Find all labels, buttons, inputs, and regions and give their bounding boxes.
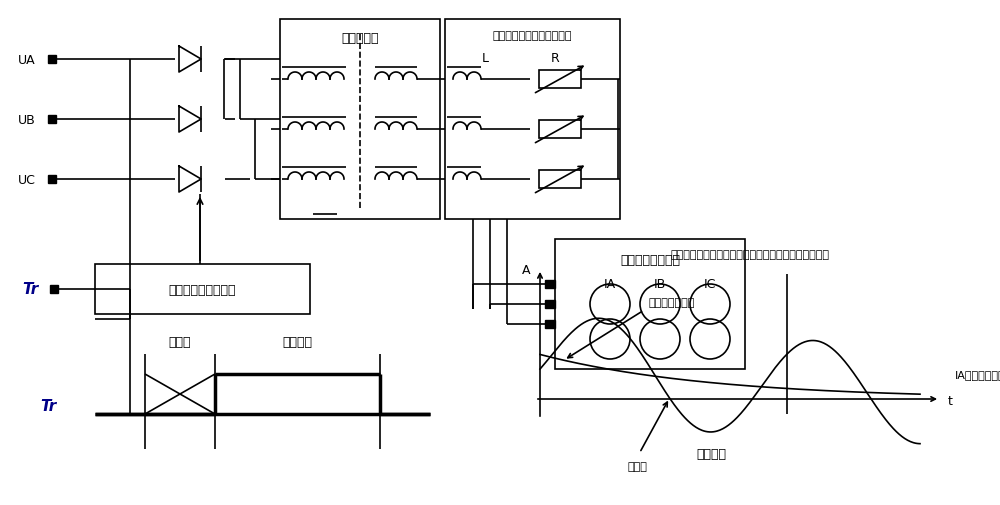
Bar — [545, 280, 555, 288]
Bar — [539, 71, 581, 89]
Text: 短路角: 短路角 — [169, 336, 191, 349]
Bar — [48, 56, 56, 64]
Bar — [95, 265, 310, 315]
Bar — [545, 300, 555, 309]
Text: 包含特定短路角和非周期直流分量的复合短路电流波形: 包含特定短路角和非周期直流分量的复合短路电流波形 — [670, 249, 830, 260]
Text: 过零点: 过零点 — [628, 461, 647, 471]
Text: L: L — [482, 52, 488, 64]
Text: Tr: Tr — [22, 282, 38, 297]
Bar — [545, 320, 555, 328]
Text: UA: UA — [18, 54, 36, 66]
Text: IA短路电流波形: IA短路电流波形 — [955, 369, 1000, 379]
Bar — [445, 20, 620, 220]
Text: t: t — [948, 395, 952, 408]
Text: IC: IC — [704, 278, 716, 291]
Bar — [48, 116, 56, 124]
Bar — [539, 121, 581, 139]
Bar — [280, 20, 440, 220]
Text: 短路信号输出电路: 短路信号输出电路 — [620, 253, 680, 266]
Text: 三相变压器控制电路: 三相变压器控制电路 — [168, 283, 236, 296]
Text: 非周期直流分量: 非周期直流分量 — [649, 297, 695, 308]
Bar — [555, 239, 745, 369]
Text: IB: IB — [654, 278, 666, 291]
Text: R: R — [551, 52, 559, 64]
Text: 三相变压器: 三相变压器 — [341, 31, 379, 44]
Text: UB: UB — [18, 113, 36, 126]
Text: UC: UC — [18, 173, 36, 186]
Bar — [539, 171, 581, 189]
Text: 短路时限: 短路时限 — [282, 336, 312, 349]
Text: A: A — [522, 263, 530, 276]
Text: Tr: Tr — [40, 399, 56, 414]
Bar — [50, 285, 58, 293]
Text: IA: IA — [604, 278, 616, 291]
Bar — [48, 176, 56, 184]
Text: 短路时限: 短路时限 — [696, 447, 726, 461]
Text: 短路特性时间常数调整电路: 短路特性时间常数调整电路 — [492, 31, 572, 41]
